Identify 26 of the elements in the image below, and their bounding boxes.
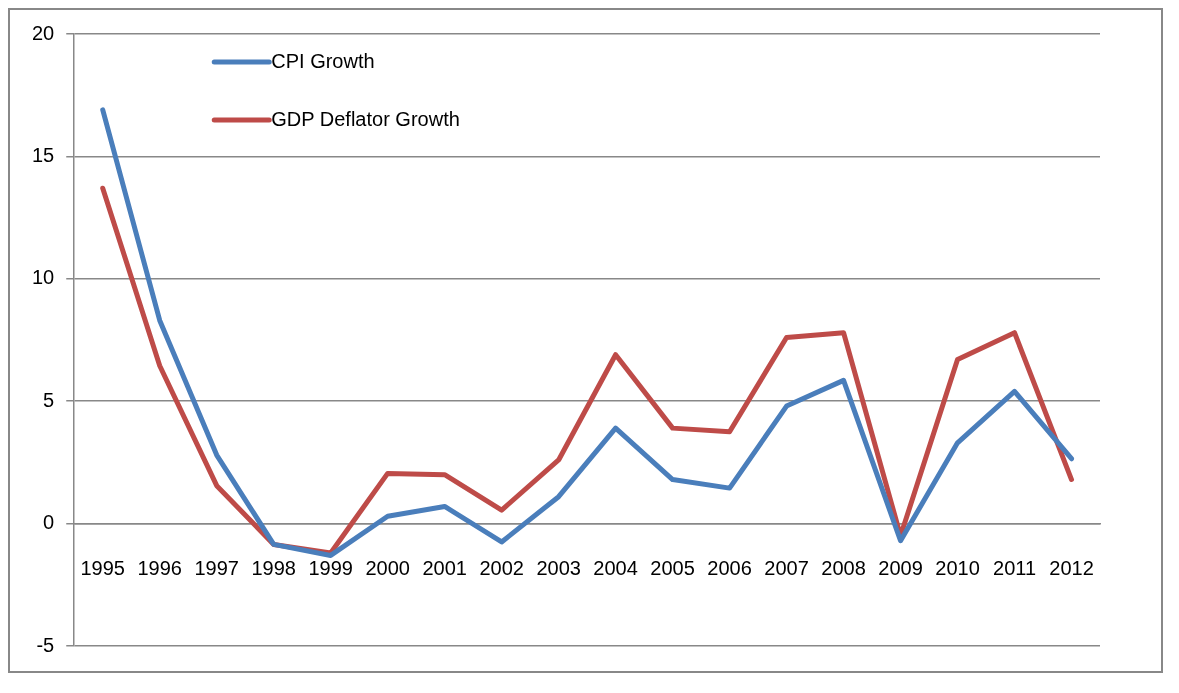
x-tick-label: 2006: [707, 557, 752, 580]
x-tick-label: 1998: [251, 557, 296, 580]
x-tick-label: 2011: [993, 557, 1037, 580]
x-tick-label: 2010: [935, 557, 980, 580]
y-tick-label: -5: [36, 633, 55, 656]
y-tick-label: 10: [32, 266, 55, 289]
y-tick-label: 5: [43, 388, 55, 411]
x-tick-label: 1996: [137, 557, 182, 580]
x-tick-label: 2008: [821, 557, 866, 580]
x-tick-label: 2002: [479, 557, 524, 580]
y-tick-label: 20: [32, 21, 55, 44]
x-tick-label: 2003: [536, 557, 581, 580]
x-tick-label: 2004: [593, 557, 638, 580]
x-tick-label: 1999: [308, 557, 353, 580]
x-tick-label: 2012: [1049, 557, 1094, 580]
x-tick-label: 2009: [878, 557, 923, 580]
x-tick-label: 2001: [422, 557, 467, 580]
legend-label: CPI Growth: [271, 49, 375, 72]
y-tick-label: 0: [43, 511, 55, 534]
x-tick-label: 2007: [764, 557, 809, 580]
x-tick-label: 2005: [650, 557, 695, 580]
x-tick-label: 1995: [80, 557, 125, 580]
x-tick-label: 1997: [194, 557, 239, 580]
y-tick-label: 15: [32, 143, 55, 166]
x-tick-label: 2000: [365, 557, 410, 580]
legend-label: GDP Deflator Growth: [271, 107, 460, 130]
